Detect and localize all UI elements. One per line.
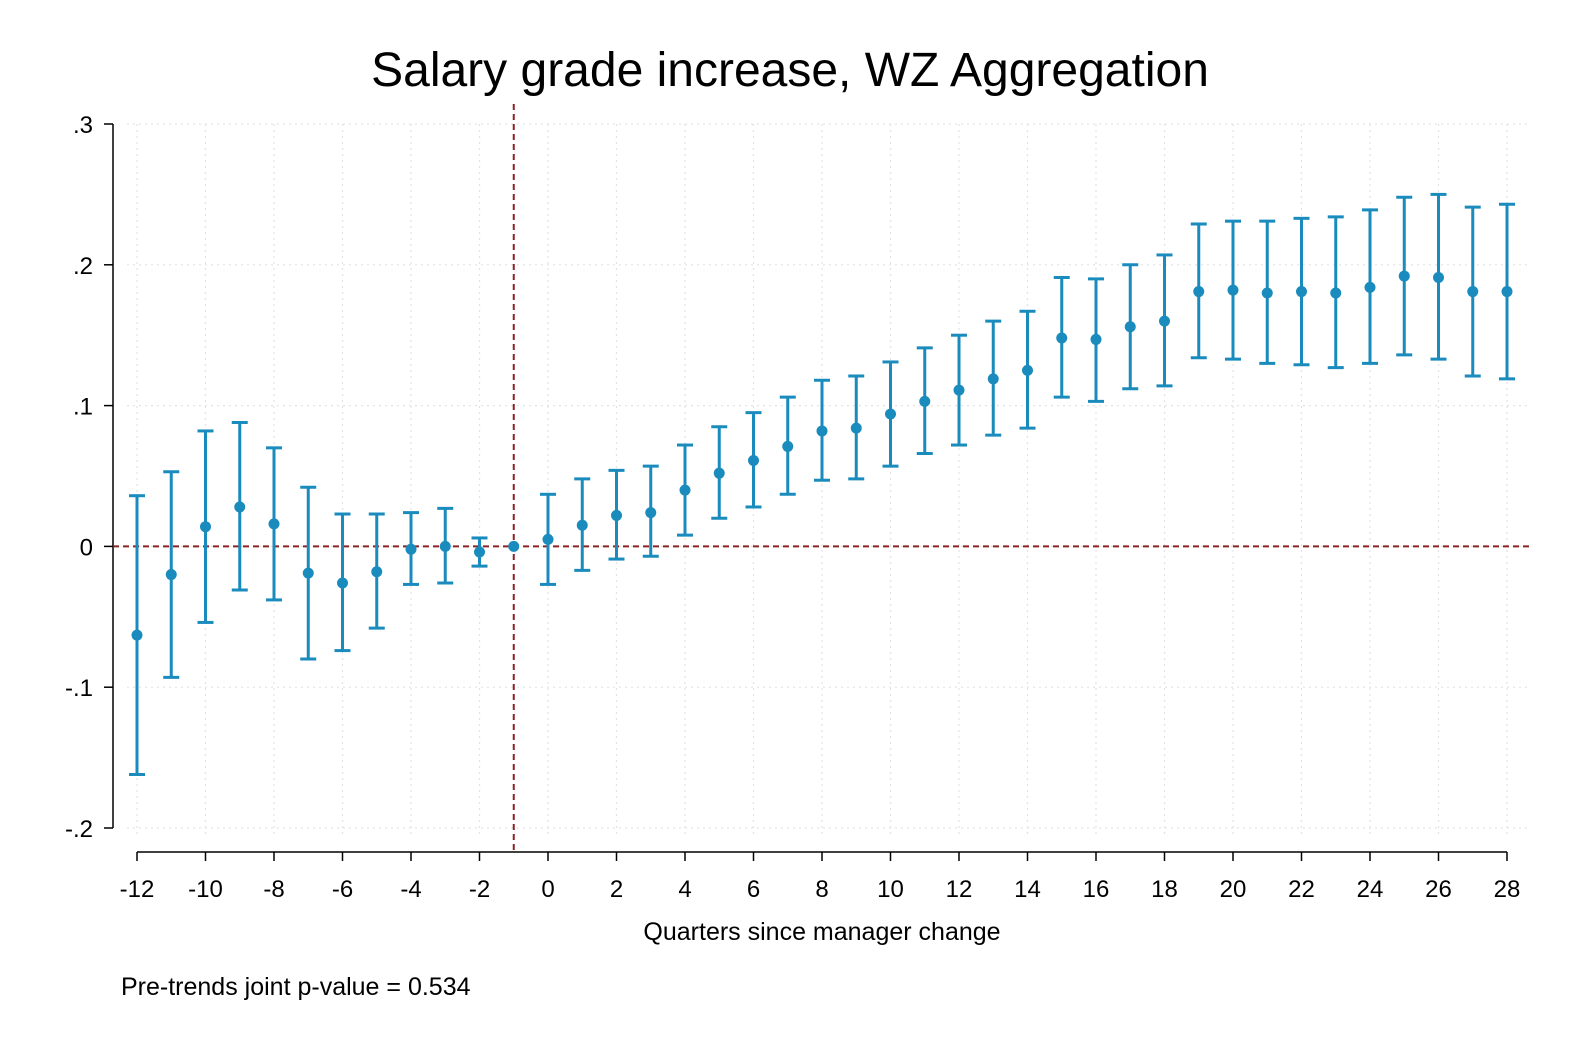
x-tick-label: 2 xyxy=(610,876,623,903)
x-tick-label: 14 xyxy=(1014,876,1041,903)
x-tick-label: 22 xyxy=(1288,876,1315,903)
data-point xyxy=(131,629,143,641)
data-point xyxy=(200,521,211,533)
data-point xyxy=(1296,286,1307,298)
data-point xyxy=(234,501,246,513)
data-point xyxy=(816,425,828,437)
data-point xyxy=(542,533,554,545)
y-tick-label: .1 xyxy=(73,394,93,421)
y-tick-label: .3 xyxy=(73,112,93,139)
x-tick-label: -8 xyxy=(263,876,284,903)
data-point xyxy=(268,518,280,530)
x-tick-label: 16 xyxy=(1083,876,1110,903)
data-point xyxy=(953,384,965,396)
chart-title: Salary grade increase, WZ Aggregation xyxy=(371,44,1209,97)
pretrend-note: Pre-trends joint p-value = 0.534 xyxy=(121,973,471,1001)
data-point xyxy=(748,455,759,467)
x-tick-label: 8 xyxy=(815,876,828,903)
data-point xyxy=(1398,270,1410,282)
data-point xyxy=(439,540,451,552)
data-point xyxy=(1193,286,1205,298)
x-tick-label: 6 xyxy=(747,876,760,903)
x-tick-label: -12 xyxy=(120,876,155,903)
data-point xyxy=(987,373,999,385)
x-tick-label: 12 xyxy=(946,876,973,903)
x-tick-label: 4 xyxy=(678,876,691,903)
x-tick-label: -10 xyxy=(188,876,223,903)
data-point xyxy=(885,408,896,420)
axes: -.2-.10.1.2.3-12 -10 -8 -6 -4 -2 0 2 4 6 8 10 12 14 16… xyxy=(65,112,1520,903)
data-point xyxy=(1090,333,1102,345)
data-point xyxy=(1159,315,1170,327)
data-point xyxy=(679,484,691,496)
data-point xyxy=(1364,281,1376,293)
x-tick-label: -6 xyxy=(332,876,353,903)
data-point xyxy=(1330,287,1342,299)
data-point xyxy=(782,440,794,452)
x-tick-label: 0 xyxy=(541,876,554,903)
data-point xyxy=(645,507,657,519)
data-point xyxy=(919,395,931,407)
data-point xyxy=(1261,287,1273,299)
x-tick-label: 18 xyxy=(1151,876,1178,903)
data-point xyxy=(337,577,348,589)
x-tick-label: -4 xyxy=(400,876,421,903)
data-point xyxy=(1022,364,1033,376)
data-point xyxy=(165,569,177,581)
x-tick-label: 20 xyxy=(1220,876,1247,903)
data-point xyxy=(405,543,417,555)
data-point xyxy=(1467,286,1479,298)
x-axis-title: Quarters since manager change xyxy=(643,918,1000,946)
data-point xyxy=(713,467,725,479)
x-tick-label: 10 xyxy=(877,876,904,903)
y-tick-label: .2 xyxy=(73,253,93,280)
x-tick-label: 26 xyxy=(1425,876,1452,903)
data-point xyxy=(371,566,383,578)
x-tick-label: -2 xyxy=(469,876,490,903)
reference-lines xyxy=(113,104,1530,852)
data-point xyxy=(1124,321,1136,333)
y-tick-label: -.1 xyxy=(65,675,93,702)
data-point xyxy=(850,422,862,434)
y-tick-label: 0 xyxy=(80,534,93,561)
data-point xyxy=(611,509,622,521)
x-tick-label: 28 xyxy=(1494,876,1521,903)
data-point xyxy=(508,540,520,552)
data-point xyxy=(1227,284,1239,296)
data-point xyxy=(1433,271,1444,283)
data-point xyxy=(302,567,314,579)
data-point xyxy=(576,519,588,531)
y-tick-label: -.2 xyxy=(65,816,93,843)
data-point xyxy=(1056,332,1068,344)
data-point xyxy=(1501,286,1513,298)
data-marks xyxy=(129,192,1515,776)
x-tick-label: 24 xyxy=(1357,876,1384,903)
data-point xyxy=(474,546,485,558)
